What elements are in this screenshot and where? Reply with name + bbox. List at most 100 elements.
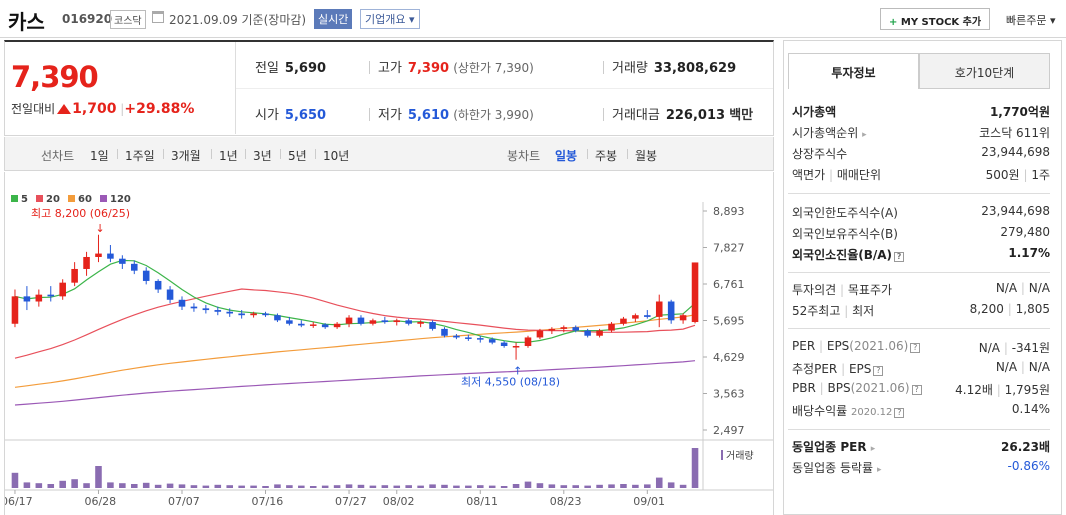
- candle-body: [357, 317, 365, 324]
- price-chart[interactable]: 8,893 7,827 6,761 5,695 4,629 3,563 2,497 5 20 60…: [4, 172, 774, 515]
- volume-label: 거래량: [726, 450, 754, 462]
- volume-bar: [71, 479, 78, 488]
- candle-body: [500, 342, 508, 347]
- foreign-hold-row: 외국인보유주식수(B) 279,480: [792, 225, 1050, 241]
- quote-date: 2021.09.09 기준(장마감): [169, 13, 307, 27]
- volume-bar: [47, 484, 55, 488]
- realtime-button[interactable]: 실시간: [314, 9, 353, 29]
- market-badge: 코스닥: [110, 10, 146, 29]
- candle-body: [250, 313, 257, 316]
- foreign-ratio-row: 외국인소진율(B/A)? 1.17%: [792, 246, 1050, 262]
- candle-daily[interactable]: 일봉: [555, 149, 578, 163]
- candle-monthly[interactable]: 월봉: [635, 149, 658, 163]
- candle-chart-label: 봉차트: [507, 149, 541, 163]
- week52-row: 52주최고 | 최저 8,200 | 1,805: [792, 302, 1050, 318]
- volume-bar: [262, 486, 269, 488]
- candle-body: [512, 346, 520, 348]
- candle-body: [679, 315, 687, 321]
- volume-bar: [333, 485, 341, 488]
- candle-body: [154, 280, 162, 290]
- legend-entry: 120: [110, 194, 131, 205]
- period-5y[interactable]: 5년: [288, 149, 307, 163]
- candle-body: [655, 301, 663, 317]
- day-high: 고가 7,390 (상한가 7,390): [369, 57, 534, 76]
- quick-order-button[interactable]: 빠른주문 ▾: [1006, 14, 1056, 27]
- candle-body: [321, 324, 329, 328]
- y-tick-label: 4,629: [713, 351, 745, 364]
- period-3y[interactable]: 3년: [253, 149, 272, 163]
- candle-body: [286, 320, 293, 324]
- y-tick-label: 6,761: [713, 278, 745, 291]
- legend-swatch: [36, 195, 43, 202]
- period-1y[interactable]: 1년: [219, 149, 238, 163]
- candle-weekly[interactable]: 주봉: [595, 149, 618, 163]
- cap-rank-row[interactable]: 시가총액순위 ▸ 코스닥 611위: [792, 126, 1050, 140]
- volume-bar: [381, 485, 389, 488]
- add-my-stock-button[interactable]: + MY STOCK 추가: [880, 8, 991, 30]
- help-icon[interactable]: ?: [910, 343, 921, 353]
- volume-bar: [679, 484, 687, 488]
- y-tick-label: 2,497: [713, 424, 745, 437]
- candlestick-chart-svg: 8,893 7,827 6,761 5,695 4,629 3,563 2,497 5 20 60…: [5, 194, 773, 508]
- tab-order-book[interactable]: 호가10단계: [919, 53, 1050, 89]
- candle-body: [83, 256, 90, 269]
- volume-bar: [476, 485, 484, 488]
- period-1w[interactable]: 1주일: [125, 149, 155, 163]
- stock-name: 카스: [8, 10, 45, 34]
- x-tick-label: 06/28: [84, 495, 116, 508]
- help-icon[interactable]: ?: [894, 252, 905, 262]
- volume-bar: [95, 466, 102, 488]
- legend-entry: 60: [78, 194, 92, 205]
- help-icon[interactable]: ?: [894, 408, 905, 418]
- x-tick-label: 07/07: [168, 495, 200, 508]
- candle-body: [632, 315, 639, 319]
- volume-bar: [632, 484, 639, 488]
- candle-body: [691, 262, 699, 323]
- candle-body: [429, 322, 436, 329]
- market-cap-row: 시가총액 1,770억원: [792, 105, 1050, 119]
- volume-bar: [238, 485, 245, 488]
- volume-bar: [655, 477, 663, 488]
- period-10y[interactable]: 10년: [323, 149, 350, 163]
- candle-body: [381, 320, 389, 323]
- candle-body: [59, 282, 66, 297]
- period-3m[interactable]: 3개월: [171, 149, 201, 163]
- volume-bar: [107, 482, 114, 488]
- x-tick-label: 09/01: [633, 495, 665, 508]
- volume-bar: [35, 483, 43, 488]
- volume-bar: [417, 485, 424, 488]
- candle-body: [417, 322, 424, 324]
- candle-body: [262, 313, 269, 316]
- volume-bar: [166, 483, 174, 488]
- stock-code: 016920: [62, 12, 113, 26]
- candle-body: [345, 317, 353, 324]
- industry-rate-row[interactable]: 동일업종 등락률 ▸ -0.86%: [792, 459, 1050, 475]
- volume-bar: [691, 448, 699, 488]
- volume-bar: [667, 482, 675, 488]
- candle-body: [524, 337, 532, 347]
- candle-body: [333, 323, 341, 328]
- candle-body: [214, 310, 222, 312]
- candle-body: [369, 320, 377, 324]
- shares-row: 상장주식수 23,944,698: [792, 145, 1050, 161]
- help-icon[interactable]: ?: [911, 385, 922, 395]
- candle-body: [23, 296, 31, 302]
- candle-body: [667, 301, 675, 321]
- quote-panel: 7,390 전일대비 1,700 |+29.88% 전일 5,690 고가 7,390…: [4, 40, 774, 136]
- candle-body: [608, 323, 615, 331]
- candle-body: [166, 289, 174, 300]
- volume-bar: [178, 484, 186, 488]
- tab-investment-info[interactable]: 투자정보: [788, 53, 919, 89]
- x-tick-label: 08/02: [383, 495, 415, 508]
- volume-bar: [357, 484, 365, 488]
- industry-per-row[interactable]: 동일업종 PER ▸ 26.23배: [792, 440, 1050, 454]
- volume-bar: [548, 484, 556, 488]
- help-icon[interactable]: ?: [873, 366, 884, 376]
- period-1d[interactable]: 1일: [90, 149, 109, 163]
- opinion-row: 투자의견 | 목표주가 N/A | N/A: [792, 281, 1050, 297]
- ma60-line: [14, 314, 696, 388]
- legend-entry: 20: [46, 194, 60, 205]
- stock-header: 카스 016920 코스닥 2021.09.09 기준(장마감) 실시간 기업개…: [0, 0, 1066, 38]
- dividend-row: 배당수익률 2020.12? 0.14%: [792, 402, 1050, 418]
- company-overview-button[interactable]: 기업개요 ▾: [360, 9, 420, 29]
